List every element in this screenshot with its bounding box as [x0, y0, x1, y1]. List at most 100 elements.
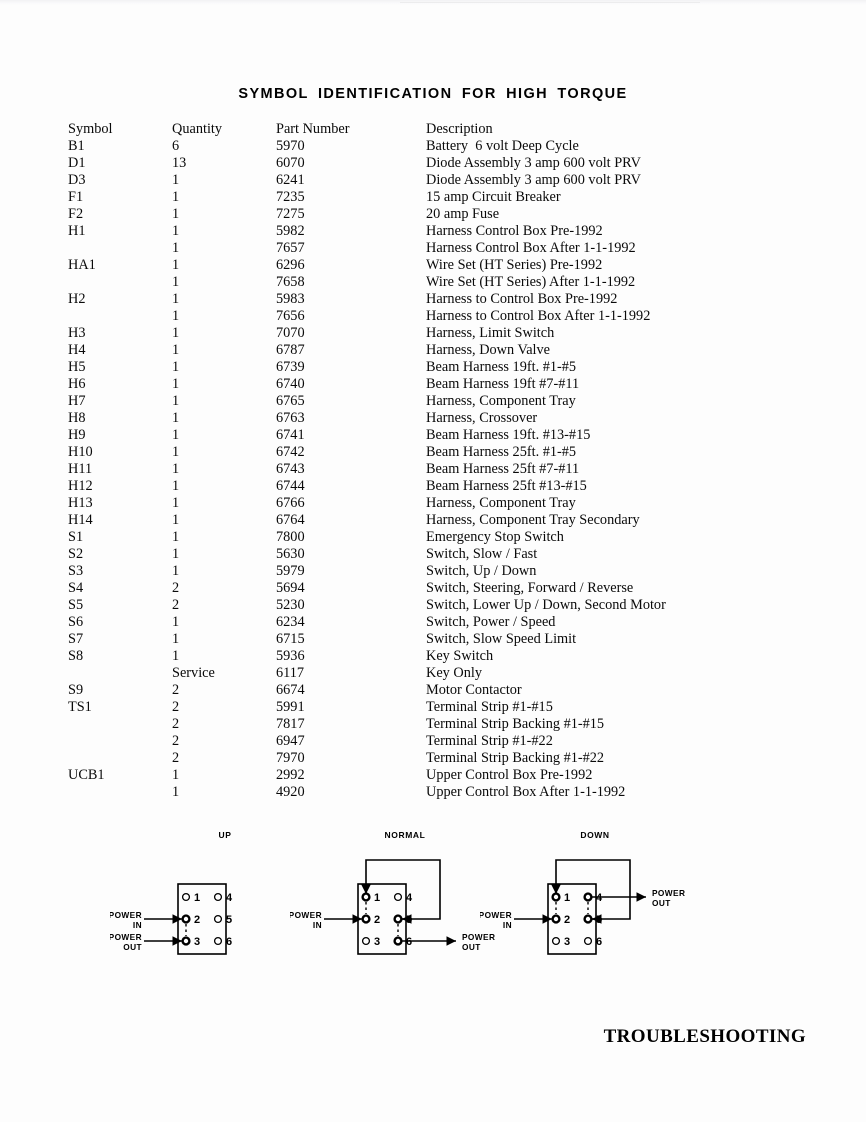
cell-description: Switch, Power / Speed [426, 614, 556, 630]
switch-diagram-label: NORMAL [384, 830, 426, 840]
cell-quantity: 1 [172, 240, 180, 256]
cell-quantity: 1 [172, 308, 180, 324]
cell-part-number: 5630 [276, 546, 305, 562]
scan-edge-line [400, 2, 700, 3]
cell-quantity: 1 [172, 461, 180, 477]
cell-part-number: 5694 [276, 580, 305, 596]
cell-symbol: H6 [68, 376, 86, 392]
table-row: S8 1 5936 Key Switch [68, 648, 828, 665]
table-row: S6 1 6234 Switch, Power / Speed [68, 614, 828, 631]
table-row: 2 7970 Terminal Strip Backing #1-#22 [68, 750, 828, 767]
switch-diagram-normal: NORMAL 1 4 2 5 3 6 POWER IN POWER OUT [290, 830, 520, 980]
svg-text:6: 6 [226, 936, 232, 948]
svg-text:IN: IN [133, 920, 142, 930]
cell-part-number: 5230 [276, 597, 305, 613]
cell-description: Harness, Limit Switch [426, 325, 555, 341]
cell-part-number: 4920 [276, 784, 305, 800]
cell-part-number: 6296 [276, 257, 305, 273]
cell-symbol: H4 [68, 342, 86, 358]
cell-quantity: 2 [172, 716, 180, 732]
cell-quantity: 1 [172, 444, 180, 460]
table-row: H10 1 6742 Beam Harness 25ft. #1-#5 [68, 444, 828, 461]
cell-symbol: H11 [68, 461, 93, 477]
column-header-symbol: Symbol [68, 121, 113, 137]
cell-quantity: 1 [172, 342, 180, 358]
svg-text:POWER: POWER [480, 910, 512, 920]
cell-symbol: D3 [68, 172, 86, 188]
cell-quantity: 1 [172, 495, 180, 511]
cell-quantity: 1 [172, 274, 180, 290]
svg-text:2: 2 [564, 914, 570, 926]
table-row: H12 1 6744 Beam Harness 25ft #13-#15 [68, 478, 828, 495]
cell-quantity: 1 [172, 359, 180, 375]
table-header-row: Symbol Quantity Part Number Description [68, 121, 828, 138]
table-row: 2 7817 Terminal Strip Backing #1-#15 [68, 716, 828, 733]
cell-part-number: 6742 [276, 444, 305, 460]
cell-symbol: S1 [68, 529, 84, 545]
svg-text:1: 1 [374, 892, 380, 904]
svg-text:3: 3 [564, 936, 570, 948]
column-header-description: Description [426, 121, 493, 137]
table-row: S7 1 6715 Switch, Slow Speed Limit [68, 631, 828, 648]
table-row: H8 1 6763 Harness, Crossover [68, 410, 828, 427]
cell-description: Key Switch [426, 648, 494, 664]
cell-part-number: 5936 [276, 648, 305, 664]
table-row: F1 1 7235 15 amp Circuit Breaker [68, 189, 828, 206]
cell-symbol: B1 [68, 138, 85, 154]
cell-quantity: 2 [172, 750, 180, 766]
svg-text:6: 6 [596, 936, 602, 948]
cell-description: Harness, Down Valve [426, 342, 551, 358]
svg-text:1: 1 [564, 892, 570, 904]
cell-quantity: 13 [172, 155, 187, 171]
switch-diagram-down: DOWN 1 4 2 5 3 6 POWER IN POWER OUT [480, 830, 710, 980]
cell-symbol: S2 [68, 546, 84, 562]
svg-text:POWER: POWER [652, 888, 685, 898]
table-row: B1 6 5970 Battery 6 volt Deep Cycle [68, 138, 828, 155]
svg-text:POWER: POWER [290, 910, 322, 920]
table-row: H1 1 5982 Harness Control Box Pre-1992 [68, 223, 828, 240]
cell-symbol [68, 240, 172, 257]
cell-description: Harness, Component Tray Secondary [426, 512, 640, 528]
cell-description: Switch, Steering, Forward / Reverse [426, 580, 634, 596]
svg-text:3: 3 [194, 936, 200, 948]
cell-description: Battery 6 volt Deep Cycle [426, 138, 579, 154]
cell-description: Harness to Control Box After 1-1-1992 [426, 308, 651, 324]
svg-text:1: 1 [194, 892, 200, 904]
page-title: SYMBOL IDENTIFICATION FOR HIGH TORQUE [238, 86, 628, 102]
svg-text:4: 4 [596, 892, 603, 904]
svg-text:OUT: OUT [123, 942, 142, 952]
scan-edge-artifact [0, 0, 866, 6]
cell-symbol [68, 784, 172, 801]
cell-description: Terminal Strip Backing #1-#22 [426, 750, 605, 766]
table-row: S5 2 5230 Switch, Lower Up / Down, Second M… [68, 597, 828, 614]
cell-symbol: S4 [68, 580, 84, 596]
table-row: Service 6117 Key Only [68, 665, 828, 682]
cell-part-number: 6241 [276, 172, 305, 188]
cell-symbol [68, 750, 172, 767]
cell-description: Harness to Control Box Pre-1992 [426, 291, 618, 307]
cell-quantity: 1 [172, 563, 180, 579]
cell-description: Key Only [426, 665, 482, 681]
cell-symbol: S5 [68, 597, 84, 613]
parts-table: Symbol Quantity Part Number Description … [68, 121, 828, 801]
cell-part-number: 6715 [276, 631, 305, 647]
cell-symbol: H2 [68, 291, 86, 307]
cell-part-number: 7275 [276, 206, 305, 222]
cell-symbol: S3 [68, 563, 84, 579]
cell-part-number: 2992 [276, 767, 305, 783]
svg-text:5: 5 [406, 914, 412, 926]
cell-part-number: 6765 [276, 393, 305, 409]
cell-quantity: 2 [172, 580, 180, 596]
cell-symbol: F1 [68, 189, 84, 205]
table-row: D3 1 6241 Diode Assembly 3 amp 600 volt PRV [68, 172, 828, 189]
cell-part-number: 7656 [276, 308, 305, 324]
cell-description: Harness, Component Tray [426, 495, 576, 511]
cell-part-number: 6763 [276, 410, 305, 426]
cell-description: Wire Set (HT Series) Pre-1992 [426, 257, 603, 273]
switch-diagram-label: UP [218, 830, 232, 840]
cell-quantity: 6 [172, 138, 180, 154]
cell-symbol: H10 [68, 444, 93, 460]
svg-text:3: 3 [374, 936, 380, 948]
cell-symbol [68, 733, 172, 750]
